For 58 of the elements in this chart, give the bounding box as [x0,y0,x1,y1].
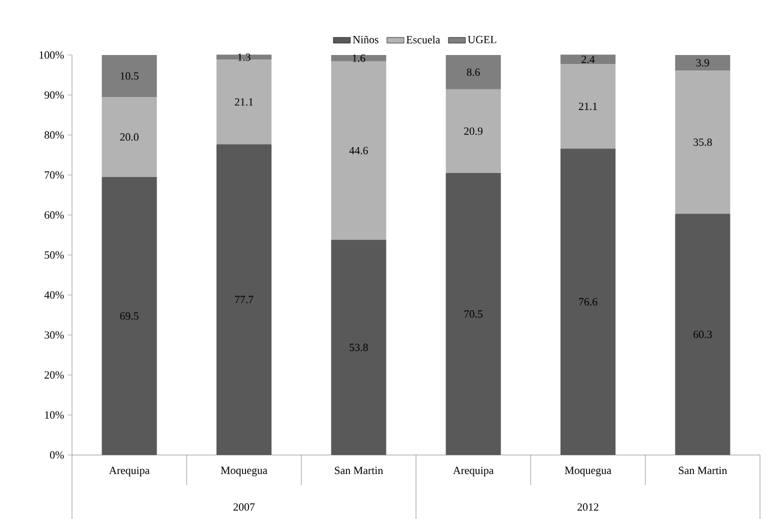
data-label: 70.5 [464,310,482,318]
bar [446,54,501,90]
bar [675,214,730,455]
text: 2012 [578,503,598,511]
bar [102,54,157,97]
y-tick-label: 100% [40,51,64,59]
data-label: 69.5 [120,312,138,320]
data-label: 20.9 [464,127,482,135]
x-tick-label: San Martin [678,466,728,474]
data-label: 60.3 [694,330,712,338]
data-label: 3.9 [696,59,710,66]
data-label: 10.5 [120,72,138,80]
x-tick-label: San Martin [334,466,384,474]
data-label: 1.3 [238,53,250,61]
bar [331,240,386,455]
y-tick-label: 20% [44,371,64,379]
bar [216,144,272,455]
y-tick-label: 40% [44,291,64,299]
bar [675,54,730,71]
data-label: 8.6 [466,68,480,76]
bar [331,54,386,62]
bar [216,60,272,144]
legend-label: Niños [352,36,378,44]
data-label: 53.8 [350,344,368,352]
data-label: 77.7 [235,296,254,304]
bar [446,89,501,173]
data-label: 21.1 [578,102,597,110]
y-tick-label: 30% [44,331,64,339]
bar [102,96,157,177]
bar [675,70,730,214]
x-tick-label: Moquegua [220,466,268,476]
data-label: 44.6 [349,146,368,154]
x-tick-label: Arequipa [109,466,150,476]
x-tick-label: Moquegua [564,466,612,476]
bar [216,54,272,60]
data-label: 2.4 [582,56,595,64]
data-label: 20.0 [120,133,139,141]
y-tick-label: 90% [44,91,64,99]
data-label: 76.6 [579,298,598,306]
bar [331,61,386,240]
bar [560,64,616,149]
bar [560,148,616,455]
text: 2007 [234,503,255,511]
legend-label: UGEL [468,36,496,44]
x-tick-label: Arequipa [453,466,494,476]
y-tick-label: 10% [45,411,64,419]
y-tick-label: 70% [44,171,64,179]
y-tick-label: 50% [44,251,64,259]
data-label: 21.1 [234,98,253,106]
y-tick-label: 80% [44,131,64,139]
data-label: 1.6 [352,54,366,62]
legend-label: Escuela [406,36,440,44]
bar [102,176,157,455]
bar [560,54,616,64]
y-tick-label: 0% [50,451,64,459]
data-label: 35.8 [694,138,712,146]
bar [446,172,501,455]
y-tick-label: 60% [44,211,64,219]
